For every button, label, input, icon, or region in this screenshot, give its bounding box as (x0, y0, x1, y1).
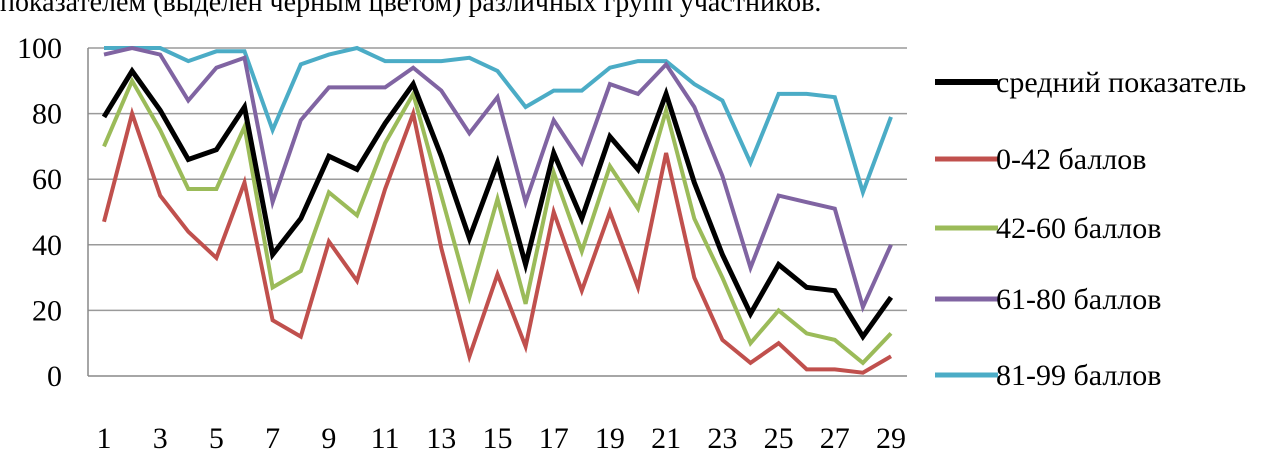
y-tick-label: 20 (32, 294, 62, 327)
legend: средний показатель 0-42 баллов 42-60 балло… (935, 66, 1246, 392)
x-tick-label: 29 (876, 422, 906, 455)
x-tick-label: 13 (426, 422, 456, 455)
x-tick-label: 9 (321, 422, 336, 455)
x-tick-label: 27 (820, 422, 850, 455)
x-tick-label: 7 (265, 422, 280, 455)
legend-label-1: средний показатель (996, 66, 1246, 99)
x-tick-label: 11 (371, 422, 400, 455)
series-line-1 (101, 66, 894, 342)
y-tick-label: 100 (17, 32, 62, 65)
x-tick-label: 3 (153, 422, 168, 455)
series-line-4 (103, 45, 893, 313)
legend-label-3: 42-60 баллов (996, 212, 1161, 245)
x-axis-ticks: 1 3 5 7 9 11 13 15 17 19 21 23 25 27 29 (97, 422, 907, 455)
x-tick-label: 5 (209, 422, 224, 455)
x-tick-label: 15 (483, 422, 513, 455)
x-tick-label: 25 (764, 422, 794, 455)
y-tick-label: 80 (32, 98, 62, 131)
x-tick-label: 19 (595, 422, 625, 455)
legend-label-2: 0-42 баллов (996, 143, 1146, 176)
y-tick-label: 40 (32, 229, 62, 262)
series-line-3 (102, 76, 893, 366)
y-tick-label: 0 (47, 360, 62, 393)
x-tick-label: 1 (97, 422, 112, 455)
x-tick-label: 17 (539, 422, 569, 455)
series-line-5 (104, 45, 893, 199)
x-tick-label: 23 (707, 422, 737, 455)
series-line-2 (102, 106, 893, 375)
series-lines (101, 45, 894, 375)
chart-caption: показателем (выделен черным цветом) разл… (0, 0, 822, 18)
legend-label-5: 81-99 баллов (996, 359, 1161, 392)
legend-label-4: 61-80 баллов (996, 283, 1161, 316)
y-axis-ticks: 0 20 40 60 80 100 (17, 32, 62, 393)
y-tick-label: 60 (32, 163, 62, 196)
x-tick-label: 21 (651, 422, 681, 455)
